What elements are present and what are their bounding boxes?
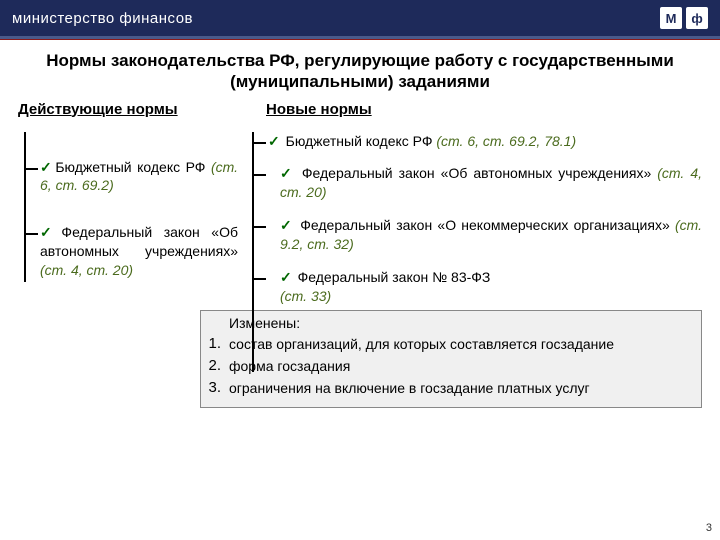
right-heading: Новые нормы <box>266 101 702 118</box>
check-icon: ✓ <box>40 224 59 240</box>
left-column: Действующие нормы ✓Бюджетный кодекс РФ (… <box>18 101 238 308</box>
ministry-title: министерство финансов <box>12 10 193 27</box>
left-item: ✓Федеральный закон «Об автономных учрежд… <box>40 223 238 280</box>
changes-num: 3. <box>199 379 221 396</box>
left-item: ✓Бюджетный кодекс РФ (ст. 6, ст. 69.2) <box>40 158 238 196</box>
header-bar: министерство финансов М ф <box>0 0 720 36</box>
item-cite: (ст. 6, ст. 69.2, 78.1) <box>436 133 576 149</box>
right-item: ✓ Федеральный закон «О некоммерческих ор… <box>268 216 702 254</box>
changes-box: Изменены: 1. состав организаций, для кот… <box>200 310 702 409</box>
left-tree: ✓Бюджетный кодекс РФ (ст. 6, ст. 69.2) ✓… <box>18 132 238 280</box>
tree-stem <box>252 132 254 372</box>
right-item: ✓ Федеральный закон № 83-ФЗ (ст. 33) <box>268 268 702 306</box>
right-column: Новые нормы ✓ Бюджетный кодекс РФ (ст. 6… <box>246 101 702 308</box>
item-text: Федеральный закон «Об автономных учрежде… <box>302 165 657 181</box>
tree-stem <box>24 132 26 282</box>
check-icon: ✓ <box>280 217 293 233</box>
item-cite: (ст. 33) <box>280 288 331 304</box>
page-number: 3 <box>706 522 712 534</box>
check-icon: ✓ <box>280 165 294 181</box>
header-logo: М ф <box>660 7 708 29</box>
changes-text: ограничения на включение в госзадание пл… <box>229 379 693 397</box>
item-text: Федеральный закон № 83-ФЗ <box>298 269 491 285</box>
item-text: Бюджетный кодекс РФ <box>55 159 211 175</box>
changes-row: 1. состав организаций, для которых соста… <box>199 335 693 353</box>
logo-letter-m: М <box>660 7 682 29</box>
changes-num: 2. <box>199 357 221 374</box>
right-tree: ✓ Бюджетный кодекс РФ (ст. 6, ст. 69.2, … <box>246 132 702 306</box>
item-cite: (ст. 4, ст. 20) <box>40 262 133 278</box>
changes-row: 3. ограничения на включение в госзадание… <box>199 379 693 397</box>
logo-letter-f: ф <box>686 7 708 29</box>
content-columns: Действующие нормы ✓Бюджетный кодекс РФ (… <box>0 101 720 308</box>
slide-title: Нормы законодательства РФ, регулирующие … <box>0 40 720 101</box>
right-item: ✓ Федеральный закон «Об автономных учреж… <box>268 164 702 202</box>
check-icon: ✓ <box>280 269 292 285</box>
left-heading: Действующие нормы <box>18 101 238 118</box>
changes-text: форма госзадания <box>229 357 693 375</box>
changes-text: состав организаций, для которых составля… <box>229 335 693 353</box>
item-text: Бюджетный кодекс РФ <box>286 133 437 149</box>
item-text: Федеральный закон «О некоммерческих орга… <box>300 217 675 233</box>
changes-num: 1. <box>199 335 221 352</box>
changes-label: Изменены: <box>229 315 693 331</box>
changes-list: 1. состав организаций, для которых соста… <box>199 335 693 398</box>
item-text: Федеральный закон «Об автономных учрежде… <box>40 224 238 259</box>
check-icon: ✓ <box>268 133 280 149</box>
changes-row: 2. форма госзадания <box>199 357 693 375</box>
check-icon: ✓ <box>40 159 53 175</box>
right-item: ✓ Бюджетный кодекс РФ (ст. 6, ст. 69.2, … <box>268 132 702 151</box>
